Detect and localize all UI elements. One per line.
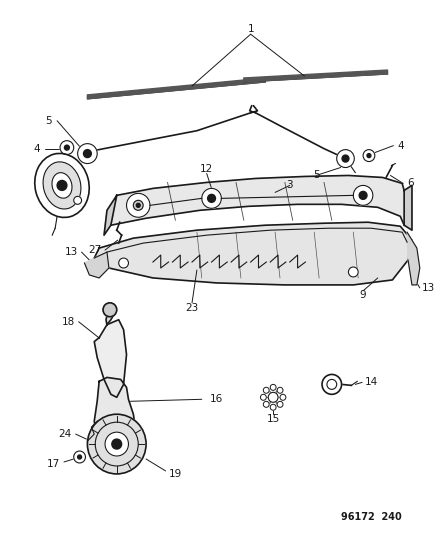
Circle shape [270,404,276,410]
Text: 24: 24 [59,429,72,439]
Circle shape [263,387,269,393]
Text: 13: 13 [422,283,435,293]
Text: 23: 23 [185,303,199,313]
Text: 4: 4 [34,143,40,154]
Circle shape [64,145,69,150]
Text: 16: 16 [210,394,223,405]
Polygon shape [88,78,265,99]
Circle shape [60,141,74,155]
Polygon shape [407,232,420,285]
Circle shape [105,432,128,456]
Polygon shape [104,196,117,235]
Circle shape [133,200,143,211]
Circle shape [112,439,122,449]
Text: 96172  240: 96172 240 [342,512,402,522]
Text: 1: 1 [247,24,254,34]
Circle shape [337,150,354,167]
Polygon shape [244,70,388,82]
Ellipse shape [35,154,89,217]
Circle shape [74,196,81,204]
Circle shape [127,193,150,217]
Ellipse shape [43,162,81,209]
Polygon shape [85,252,109,278]
Circle shape [263,401,269,407]
Circle shape [261,394,266,400]
Polygon shape [404,185,412,230]
Circle shape [136,203,140,207]
Circle shape [322,375,342,394]
Text: 13: 13 [64,247,78,257]
Text: 27: 27 [88,245,101,255]
Circle shape [367,154,371,158]
Polygon shape [94,222,412,285]
Polygon shape [106,308,114,325]
Circle shape [363,150,375,161]
Text: 6: 6 [407,179,414,189]
Text: 5: 5 [46,116,52,126]
Circle shape [268,392,278,402]
Polygon shape [94,377,136,461]
Text: 4: 4 [397,141,404,151]
Ellipse shape [52,173,72,198]
Text: 3: 3 [286,181,293,190]
Circle shape [103,303,117,317]
Circle shape [342,155,349,162]
Circle shape [57,181,67,190]
Circle shape [348,267,358,277]
Circle shape [78,144,97,164]
Text: 9: 9 [360,290,367,300]
Text: 14: 14 [365,377,378,387]
Circle shape [78,455,81,459]
Text: 5: 5 [313,171,319,181]
Text: 12: 12 [200,164,213,174]
Circle shape [327,379,337,389]
Circle shape [277,401,283,407]
Circle shape [359,191,367,199]
Polygon shape [111,175,404,225]
Circle shape [119,258,128,268]
Circle shape [202,188,221,208]
Circle shape [270,384,276,390]
Circle shape [88,414,146,474]
Text: 19: 19 [169,469,182,479]
Circle shape [353,185,373,205]
Circle shape [208,195,215,203]
Circle shape [74,451,85,463]
Text: 15: 15 [267,414,280,424]
Text: 18: 18 [61,317,75,327]
Text: 17: 17 [47,459,60,469]
Circle shape [280,394,286,400]
Circle shape [84,150,92,158]
Circle shape [277,387,283,393]
Polygon shape [94,320,127,397]
